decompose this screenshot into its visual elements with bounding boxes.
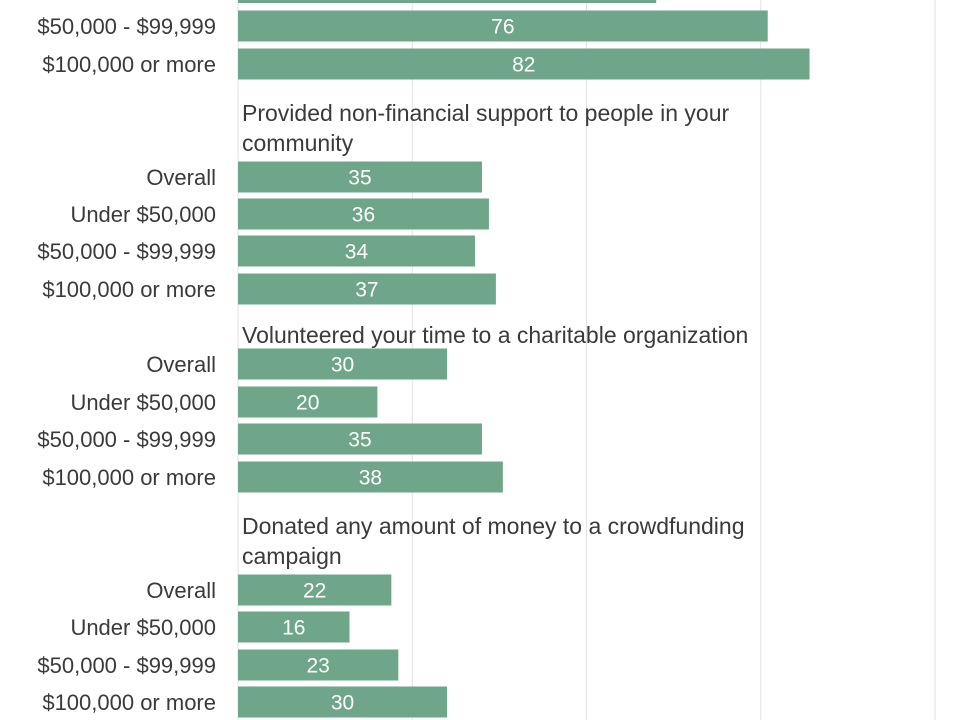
category-value-label: 35 <box>348 167 371 190</box>
category-bar <box>238 235 475 267</box>
group-title: Donated any amount of money to a crowdfu… <box>242 513 745 539</box>
category-label: $100,000 or more <box>42 277 216 302</box>
category-label: Overall <box>146 352 216 377</box>
category-bar <box>238 48 810 80</box>
bars-layer <box>238 0 810 718</box>
category-value-label: 23 <box>306 655 329 678</box>
category-value-label: 36 <box>352 204 375 227</box>
partial-bar <box>238 0 657 3</box>
category-label: $50,000 - $99,999 <box>37 653 216 678</box>
category-bar <box>238 273 496 305</box>
category-value-label: 76 <box>491 16 514 39</box>
group-title: community <box>242 130 354 156</box>
category-bar <box>238 649 399 681</box>
category-bar <box>238 348 448 380</box>
category-bar <box>238 386 378 418</box>
category-label: $100,000 or more <box>42 690 216 715</box>
category-label: $100,000 or more <box>42 465 216 490</box>
category-value-label: 30 <box>331 354 354 377</box>
category-bar <box>238 611 350 643</box>
category-value-label: 20 <box>296 392 319 415</box>
category-bar <box>238 161 482 193</box>
labels-layer: $50,000 - $99,999 76 $100,000 or more 82 Pro… <box>37 14 748 715</box>
category-bar <box>238 461 503 493</box>
category-value-label: 30 <box>331 692 354 715</box>
category-label: Overall <box>146 165 216 190</box>
category-label: Under $50,000 <box>70 615 216 640</box>
category-value-label: 38 <box>359 467 382 490</box>
category-value-label: 22 <box>303 580 326 603</box>
category-value-label: 35 <box>348 429 371 452</box>
category-label: Under $50,000 <box>70 390 216 415</box>
category-value-label: 37 <box>355 279 378 302</box>
group-title: Volunteered your time to a charitable or… <box>242 322 748 348</box>
category-value-label: 16 <box>282 617 305 640</box>
category-label: Overall <box>146 578 216 603</box>
category-label: $100,000 or more <box>42 52 216 77</box>
category-bar <box>238 574 392 606</box>
group-title: Provided non-financial support to people… <box>242 100 729 126</box>
category-label: $50,000 - $99,999 <box>37 239 216 264</box>
category-bar <box>238 686 448 718</box>
category-bar <box>238 198 489 230</box>
group-title: campaign <box>242 543 342 569</box>
category-bar <box>238 10 768 42</box>
category-bar <box>238 423 482 455</box>
category-label: $50,000 - $99,999 <box>37 14 216 39</box>
category-value-label: 34 <box>345 241 369 264</box>
category-label: $50,000 - $99,999 <box>37 427 216 452</box>
category-value-label: 82 <box>512 54 535 77</box>
category-label: Under $50,000 <box>70 202 216 227</box>
